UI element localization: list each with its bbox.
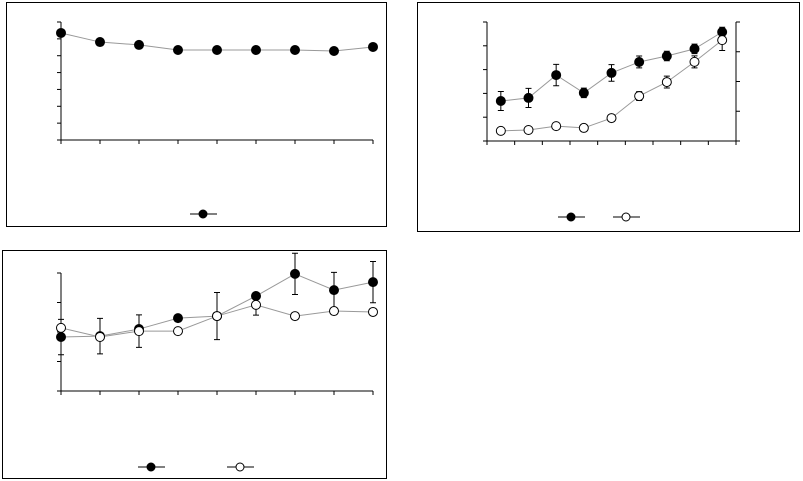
panel-frame [417,2,800,232]
point [634,56,645,67]
point [634,91,645,102]
point [551,121,562,132]
point [495,96,506,107]
point [212,311,222,322]
point [290,44,300,55]
point [523,92,534,103]
point [578,87,589,98]
point [368,41,378,52]
point [329,45,339,56]
legend-marker [566,212,576,222]
point [134,326,144,337]
point [290,311,300,322]
point [134,39,144,50]
point [661,77,672,88]
point [551,70,562,81]
point [689,43,700,54]
panel-frame [6,2,387,227]
legend-marker [198,209,208,219]
point [251,299,261,310]
point [251,44,261,55]
point [523,124,534,135]
point [173,44,183,55]
point [661,51,672,62]
legend-marker [146,462,156,472]
point [95,37,105,48]
panel-frame [2,250,387,479]
point [689,56,700,67]
point [56,322,66,333]
point [329,285,339,296]
point [56,27,66,38]
point [368,306,378,317]
point [717,35,728,46]
point [606,113,617,124]
point [495,125,506,136]
point [173,313,183,324]
point [290,268,300,279]
point [95,332,105,343]
legend-marker [621,212,631,222]
point [368,277,378,288]
legend-marker [235,462,245,472]
point [606,67,617,78]
point [329,306,339,317]
point [173,326,183,337]
point [578,122,589,133]
point [56,332,66,343]
point [212,44,222,55]
